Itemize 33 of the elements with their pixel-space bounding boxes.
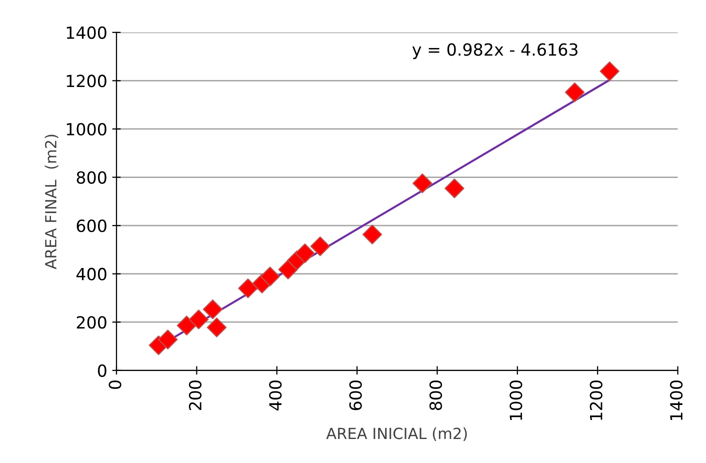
x-tick-label: 600 <box>349 380 362 410</box>
point <box>176 316 197 336</box>
y-tick-label: 800 <box>76 171 106 184</box>
point <box>412 173 432 194</box>
x-tick-label: 1400 <box>670 380 683 420</box>
y-tick-label: 1200 <box>66 74 106 88</box>
annotation: y = 0.982x - 4.6163 <box>412 43 578 60</box>
y-tick-label: 1000 <box>66 122 106 136</box>
y-tick-label: 0 <box>98 364 106 377</box>
point <box>188 310 209 330</box>
point <box>564 82 585 102</box>
point <box>206 318 227 338</box>
x-axis-title: AREA INICIAL (m2) <box>326 427 467 442</box>
x-tick-label: 400 <box>269 380 282 410</box>
point <box>444 178 464 198</box>
x-tick-label: 1200 <box>590 380 602 420</box>
point <box>362 224 382 244</box>
point <box>238 278 258 298</box>
point <box>295 243 315 264</box>
point <box>202 299 223 320</box>
point <box>260 266 280 286</box>
x-tick-label: 800 <box>429 380 442 410</box>
y-axis-title: AREA FINAL (m2) <box>44 134 58 270</box>
point <box>600 61 620 82</box>
point <box>158 330 178 350</box>
point <box>310 236 330 256</box>
x-tick-label: 200 <box>188 380 202 410</box>
x-tick-label: 1000 <box>510 380 522 420</box>
y-tick-label: 1400 <box>66 26 106 39</box>
y-tick-label: 600 <box>76 220 106 232</box>
y-tick-label: 200 <box>76 316 106 329</box>
x-tick-label: 0 <box>108 380 122 389</box>
y-tick-label: 400 <box>76 268 106 280</box>
